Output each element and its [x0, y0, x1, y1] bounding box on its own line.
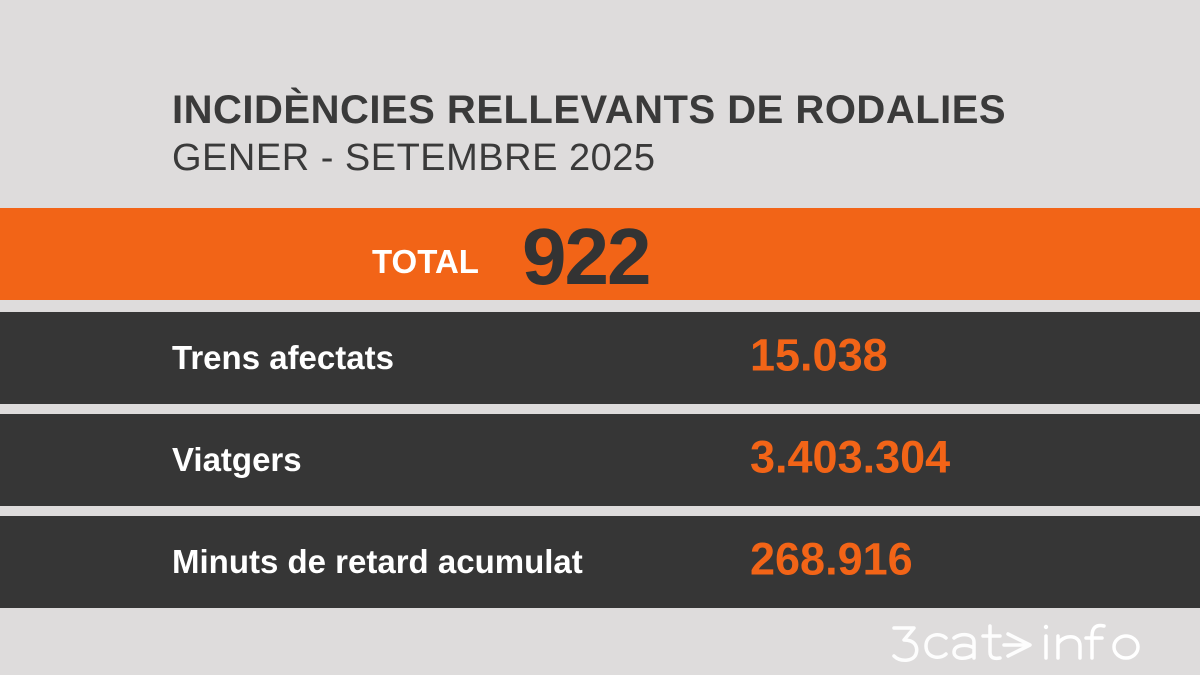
3cat-info-logo: [892, 623, 1140, 662]
total-value: 922: [522, 212, 651, 301]
page-title: INCIDÈNCIES RELLEVANTS DE RODALIES: [172, 88, 1007, 132]
stat-label: Minuts de retard acumulat: [172, 543, 583, 580]
stat-row-trains: Trens afectats 15.038: [0, 312, 1200, 404]
stat-row-passengers: Viatgers 3.403.304: [0, 414, 1200, 506]
stat-label: Viatgers: [172, 441, 302, 478]
total-label: TOTAL: [372, 243, 479, 280]
stat-value: 15.038: [750, 329, 888, 381]
stat-row-delay-minutes: Minuts de retard acumulat 268.916: [0, 516, 1200, 608]
stat-value: 268.916: [750, 533, 913, 585]
stat-label: Trens afectats: [172, 339, 394, 376]
page-subtitle: GENER - SETEMBRE 2025: [172, 137, 656, 179]
total-band: [0, 208, 1200, 300]
stat-value: 3.403.304: [750, 431, 951, 483]
